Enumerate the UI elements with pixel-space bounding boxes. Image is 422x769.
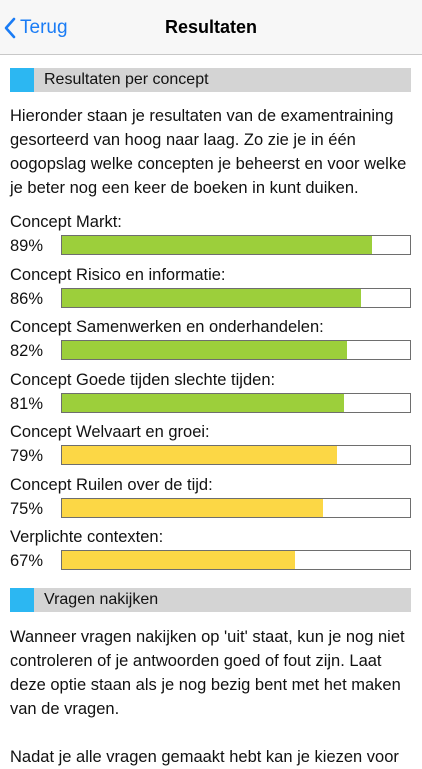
results-content: Resultaten per concept Hieronder staan j…	[0, 55, 422, 769]
concept-result-row: Verplichte contexten: 67%	[10, 527, 412, 580]
concept-percentage: 81%	[10, 394, 44, 413]
review-explanation-text: Wanneer vragen nakijken op 'uit' staat, …	[10, 627, 405, 718]
concept-name: Concept Samenwerken en onderhandelen:	[10, 318, 324, 336]
chevron-left-icon	[4, 17, 16, 39]
concept-name: Concept Goede tijden slechte tijden:	[10, 370, 276, 389]
concept-result-row: Concept Markt: 89%	[10, 212, 412, 265]
navigation-bar: Terug Resultaten	[0, 0, 422, 55]
progress-bar	[61, 235, 411, 255]
section-title: Resultaten per concept	[44, 71, 209, 88]
concept-name: Concept Markt:	[10, 213, 122, 231]
section-title: Vragen nakijken	[44, 590, 159, 608]
concept-name: Concept Ruilen over de tijd:	[10, 475, 213, 494]
concept-name: Verplichte contexten:	[10, 528, 164, 546]
concept-percentage: 82%	[10, 342, 44, 360]
review-followup-text: Nadat je alle vragen gemaakt hebt kan je…	[10, 747, 399, 766]
concept-result-row: Concept Goede tijden slechte tijden: 81%	[10, 370, 412, 423]
concept-percentage: 67%	[10, 552, 44, 570]
progress-bar-fill	[62, 341, 348, 359]
concept-results-list: Concept Markt: 89% Concept Risico en inf…	[0, 212, 422, 580]
concept-name: Concept Risico en informatie:	[10, 265, 226, 284]
concept-result-row: Concept Risico en informatie: 86%	[10, 265, 412, 318]
back-button-label[interactable]: Terug	[20, 17, 68, 38]
progress-bar-fill	[62, 288, 362, 307]
page-title: Resultaten	[164, 17, 258, 37]
progress-bar-fill	[62, 446, 337, 464]
section-header-results: Resultaten per concept	[10, 68, 411, 92]
progress-bar-fill	[62, 236, 372, 254]
progress-bar-fill	[62, 551, 296, 569]
concept-result-row: Concept Samenwerken en onderhandelen: 82…	[10, 317, 412, 370]
section-marker	[10, 587, 34, 612]
section-marker	[10, 68, 34, 92]
concept-percentage: 86%	[10, 289, 44, 308]
section-header-review: Vragen nakijken	[10, 587, 411, 612]
progress-bar-fill	[62, 498, 323, 517]
concept-result-row: Concept Welvaart en groei: 79%	[10, 422, 412, 475]
progress-bar	[61, 392, 411, 413]
progress-bar-fill	[62, 393, 344, 412]
back-button[interactable]: Terug	[4, 14, 68, 42]
progress-bar	[61, 445, 411, 465]
progress-bar	[61, 340, 411, 360]
results-intro-text: Hieronder staan je resultaten van de exa…	[10, 107, 407, 197]
concept-percentage: 75%	[10, 499, 44, 518]
concept-percentage: 79%	[10, 447, 44, 465]
progress-bar	[61, 287, 411, 308]
progress-bar	[61, 550, 411, 570]
concept-result-row: Concept Ruilen over de tijd: 75%	[10, 475, 412, 528]
concept-percentage: 89%	[10, 237, 44, 255]
concept-name: Concept Welvaart en groei:	[10, 423, 210, 441]
progress-bar	[61, 497, 411, 518]
